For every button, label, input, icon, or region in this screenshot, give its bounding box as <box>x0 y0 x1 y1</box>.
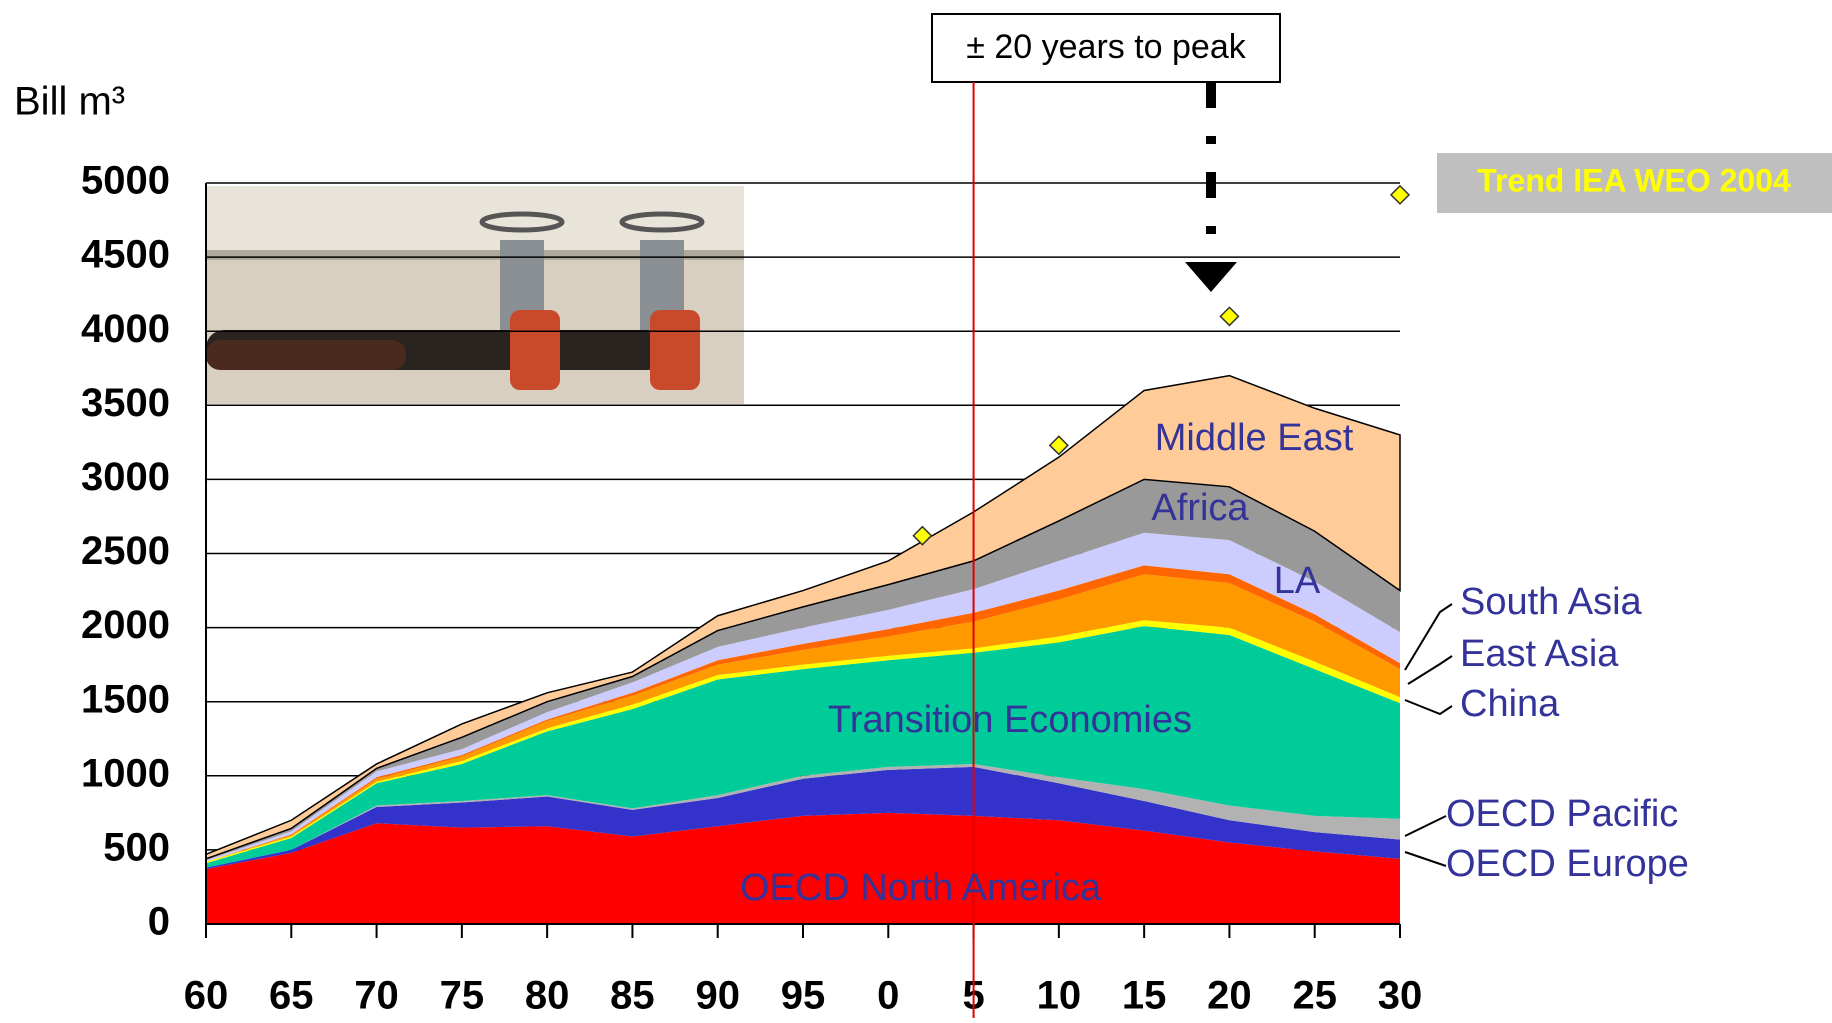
area <box>206 812 1400 924</box>
annotation-box <box>931 13 1281 83</box>
area <box>206 766 1400 870</box>
x-tick-label: 75 <box>440 974 485 1018</box>
photo <box>206 186 744 404</box>
area <box>206 479 1400 861</box>
y-tick-label: 4500 <box>81 233 170 277</box>
y-tick-label: 4000 <box>81 307 170 351</box>
series-label: OECD Europe <box>1446 843 1689 885</box>
x-tick-label: 65 <box>269 974 314 1018</box>
x-tick-label: 90 <box>695 974 740 1018</box>
leader-line <box>1404 815 1447 837</box>
y-tick-label: 3000 <box>81 455 170 499</box>
series-label: Africa <box>1151 487 1249 529</box>
trend-marker <box>912 525 933 546</box>
x-tick-label: 70 <box>354 974 399 1018</box>
annotation: ± 20 years to peak <box>966 28 1246 66</box>
x-tick-label: 25 <box>1292 974 1337 1018</box>
y-tick-label: 0 <box>148 900 170 944</box>
x-tick-label: 30 <box>1378 974 1423 1018</box>
x-tick-label: 20 <box>1207 974 1252 1018</box>
series-label: Middle East <box>1155 417 1354 459</box>
x-tick-label: 95 <box>781 974 826 1018</box>
series-label: OECD North America <box>740 867 1102 909</box>
areas <box>205 374 1401 924</box>
series-label: China <box>1460 683 1560 725</box>
trend-marker <box>1048 435 1069 456</box>
x-tick-label: 60 <box>184 974 229 1018</box>
series-label: OECD Pacific <box>1446 793 1678 835</box>
trend-legend-box <box>1437 153 1832 213</box>
y-tick-label: 1000 <box>81 751 170 795</box>
x-tick-label: 10 <box>1037 974 1082 1018</box>
trend-legend: Trend IEA WEO 2004 <box>1477 162 1791 198</box>
area <box>206 620 1400 864</box>
leader-line <box>1404 699 1453 716</box>
arrow-head <box>1185 262 1237 292</box>
x-tick-label: 80 <box>525 974 570 1018</box>
series-label: South Asia <box>1460 581 1643 623</box>
x-tick-label: 15 <box>1122 974 1167 1018</box>
y-tick-label: 1500 <box>81 677 170 721</box>
trend-marker <box>1219 306 1240 327</box>
trend-marker <box>1389 184 1411 205</box>
area <box>206 626 1400 868</box>
series-label: East Asia <box>1460 633 1619 675</box>
y-axis-label: Bill m³ <box>14 80 125 124</box>
y-tick-label: 500 <box>103 825 170 869</box>
x-tick-label: 85 <box>610 974 655 1018</box>
y-tick-label: 5000 <box>81 159 170 203</box>
series-label: Transition Economies <box>828 699 1192 741</box>
area <box>206 763 1400 868</box>
x-tick-label: 0 <box>877 974 899 1018</box>
leader-line <box>1407 655 1453 685</box>
y-tick-label: 3500 <box>81 381 170 425</box>
series-label: LA <box>1274 560 1321 602</box>
leader-line <box>1404 603 1453 671</box>
y-tick-label: 2500 <box>81 529 170 573</box>
leader-line <box>1404 851 1447 867</box>
area <box>206 532 1400 862</box>
y-tick-label: 2000 <box>81 603 170 647</box>
area <box>205 374 1401 860</box>
